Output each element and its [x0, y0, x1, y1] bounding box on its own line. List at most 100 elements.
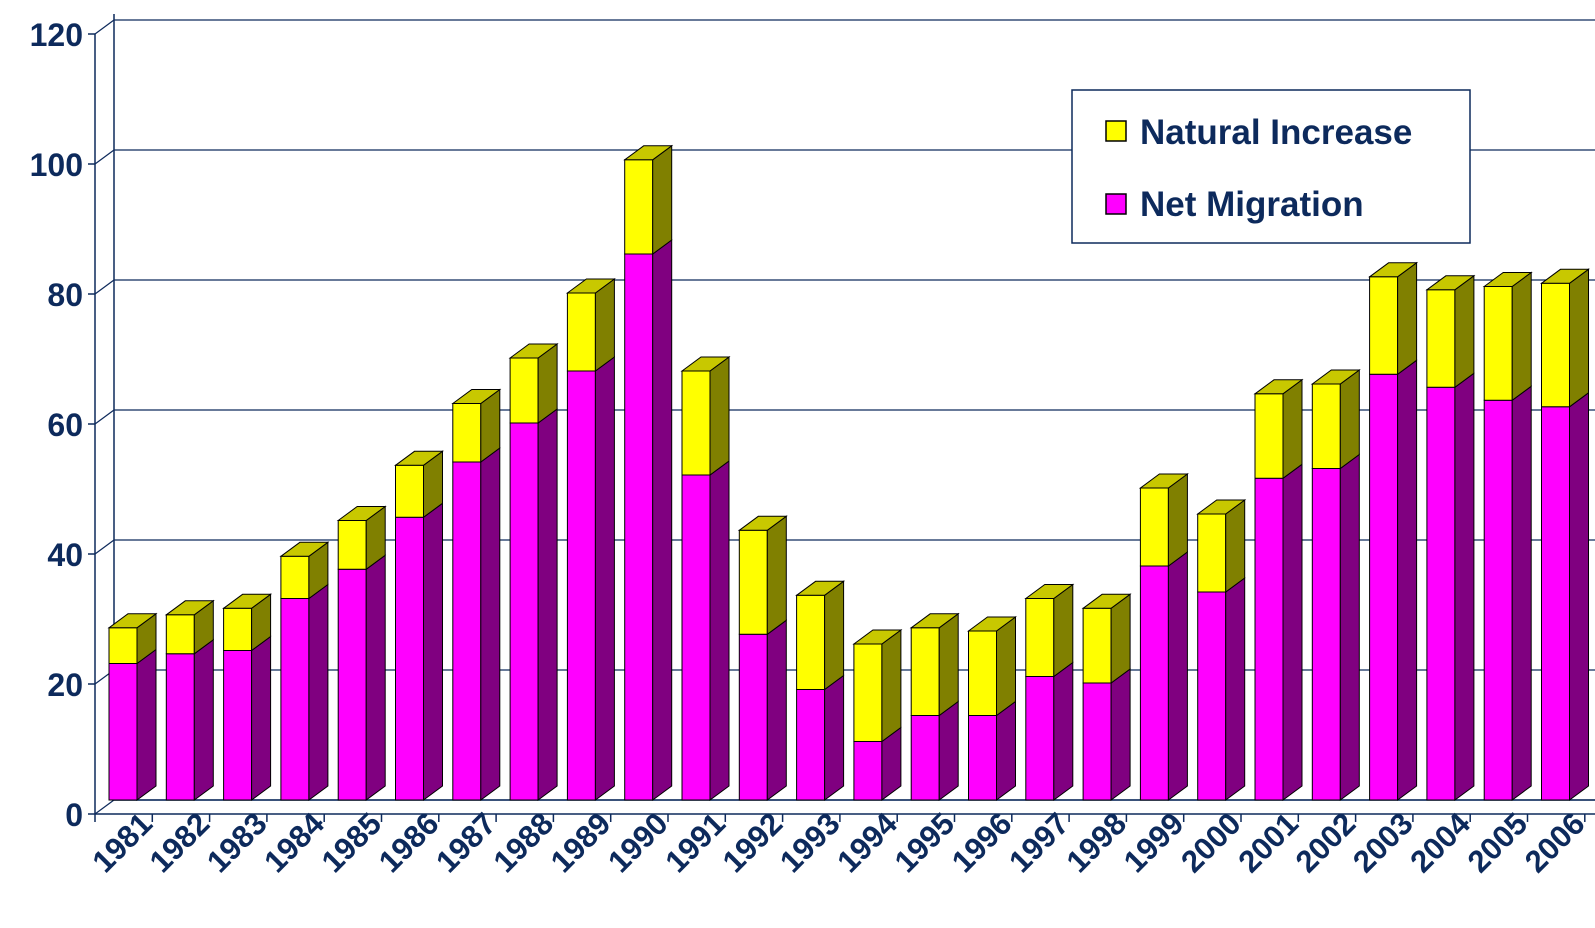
bar-net-migration-1982: [166, 654, 194, 800]
x-tick-label: 1998: [1060, 806, 1134, 880]
bar-natural-increase-1998: [1083, 608, 1111, 683]
bar-side-natural-increase-1994: [882, 630, 901, 742]
y-tick-label: 20: [47, 667, 83, 703]
legend-swatch-natural-increase: [1106, 121, 1126, 141]
bar-natural-increase-2006: [1542, 283, 1570, 407]
bar-side-net-migration-2002: [1340, 455, 1359, 801]
bar-side-net-migration-1999: [1168, 552, 1187, 800]
x-tick-label: 2004: [1403, 805, 1477, 879]
x-axis-tick-labels: 1981198219831984198519861987198819891990…: [85, 805, 1591, 879]
bar-net-migration-2000: [1198, 592, 1226, 800]
bar-side-net-migration-1995: [939, 702, 958, 801]
x-tick-label: 2001: [1231, 806, 1305, 880]
bar-natural-increase-1987: [453, 404, 481, 463]
bar-stack-2000: [1198, 500, 1245, 800]
bar-side-net-migration-1986: [424, 503, 443, 800]
gridline-side: [95, 540, 114, 554]
bar-stack-2005: [1484, 273, 1531, 801]
y-tick-label: 100: [30, 147, 83, 183]
bars: [109, 146, 1589, 800]
bar-side-natural-increase-1990: [653, 146, 672, 254]
bar-natural-increase-1991: [682, 371, 710, 475]
bar-side-natural-increase-2004: [1455, 276, 1474, 388]
x-tick-label: 1988: [487, 806, 561, 880]
bar-net-migration-2004: [1427, 387, 1455, 800]
x-tick-label: 1996: [945, 806, 1019, 880]
bar-side-net-migration-2001: [1283, 464, 1302, 800]
bar-side-natural-increase-1995: [939, 614, 958, 716]
bar-stack-2004: [1427, 276, 1474, 800]
bar-side-net-migration-1981: [137, 650, 156, 801]
y-tick-label: 120: [30, 17, 83, 53]
bar-natural-increase-2005: [1484, 287, 1512, 401]
bar-side-net-migration-1996: [997, 702, 1016, 801]
bar-stack-2003: [1370, 263, 1417, 800]
x-tick-label: 1997: [1002, 806, 1076, 880]
bar-side-natural-increase-1999: [1168, 474, 1187, 566]
bar-side-net-migration-1987: [481, 448, 500, 800]
x-tick-label: 1990: [601, 806, 675, 880]
x-tick-label: 2003: [1346, 806, 1420, 880]
bar-side-net-migration-2003: [1398, 360, 1417, 800]
bar-natural-increase-1985: [338, 521, 366, 570]
y-tick-label: 60: [47, 407, 83, 443]
bar-side-net-migration-1998: [1111, 669, 1130, 800]
bar-stack-1991: [682, 357, 729, 800]
gridline-side: [95, 280, 114, 294]
bar-net-migration-1981: [109, 664, 137, 801]
bar-natural-increase-1983: [224, 608, 252, 650]
bar-net-migration-2002: [1312, 469, 1340, 801]
bar-net-migration-1986: [396, 517, 424, 800]
bar-net-migration-2003: [1370, 374, 1398, 800]
bar-side-natural-increase-2006: [1570, 269, 1589, 407]
bar-side-net-migration-2000: [1226, 578, 1245, 800]
bar-side-net-migration-1988: [538, 409, 557, 800]
bar-side-net-migration-1990: [653, 240, 672, 800]
bar-stack-1995: [911, 614, 958, 800]
x-tick-label: 1981: [85, 806, 159, 880]
bar-natural-increase-1996: [969, 631, 997, 716]
x-tick-label: 2000: [1174, 806, 1248, 880]
bar-stack-1999: [1140, 474, 1187, 800]
bar-net-migration-1984: [281, 599, 309, 801]
bar-side-net-migration-1991: [710, 461, 729, 800]
x-tick-label: 2002: [1289, 806, 1363, 880]
bar-side-natural-increase-1993: [825, 581, 844, 689]
bar-net-migration-1996: [969, 716, 997, 801]
bar-net-migration-1994: [854, 742, 882, 801]
bar-natural-increase-1997: [1026, 599, 1054, 677]
bar-stack-2001: [1255, 380, 1302, 800]
bar-side-net-migration-1992: [767, 620, 786, 800]
bar-side-natural-increase-1997: [1054, 585, 1073, 677]
bar-side-natural-increase-2000: [1226, 500, 1245, 592]
bar-side-natural-increase-1991: [710, 357, 729, 475]
bar-side-net-migration-2005: [1512, 386, 1531, 800]
legend-label-natural-increase: Natural Increase: [1140, 113, 1412, 152]
bar-stack-1988: [510, 344, 557, 800]
bar-stack-1990: [625, 146, 672, 800]
legend: Natural Increase Net Migration: [1072, 90, 1470, 243]
bar-stack-1983: [224, 594, 271, 800]
bar-natural-increase-1982: [166, 615, 194, 654]
x-tick-label: 1992: [716, 806, 790, 880]
bar-natural-increase-2000: [1198, 514, 1226, 592]
bar-net-migration-1995: [911, 716, 939, 801]
gridline-side: [95, 800, 114, 814]
bar-side-net-migration-1982: [194, 640, 213, 800]
x-tick-label: 2005: [1461, 806, 1535, 880]
x-tick-label: 1984: [257, 805, 331, 879]
bar-side-natural-increase-1989: [595, 279, 614, 371]
bar-net-migration-1985: [338, 569, 366, 800]
bar-side-net-migration-1989: [595, 357, 614, 800]
x-tick-label: 1989: [544, 806, 618, 880]
bar-side-net-migration-1984: [309, 585, 328, 801]
bar-stack-1986: [396, 451, 443, 800]
bar-side-net-migration-1985: [366, 555, 385, 800]
bar-net-migration-1993: [797, 690, 825, 801]
bar-net-migration-1987: [453, 462, 481, 800]
bar-stack-1996: [969, 617, 1016, 800]
bar-net-migration-1988: [510, 423, 538, 800]
bar-stack-1985: [338, 507, 385, 801]
x-tick-label: 1991: [658, 806, 732, 880]
bar-net-migration-1998: [1083, 683, 1111, 800]
